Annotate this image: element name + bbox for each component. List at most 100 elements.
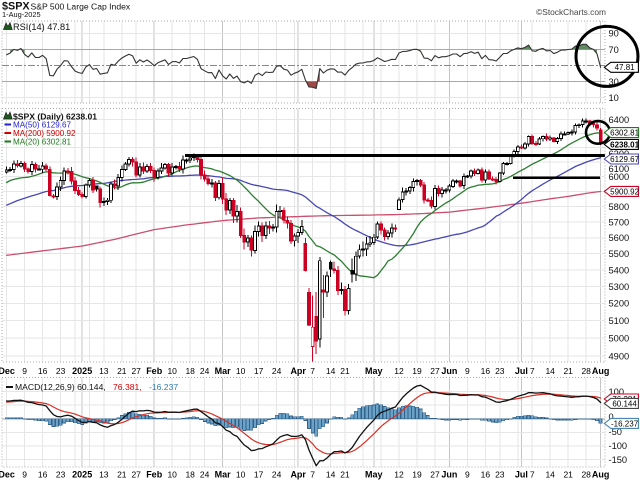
svg-text:13: 13	[99, 470, 109, 480]
svg-text:27: 27	[131, 366, 141, 376]
svg-text:16: 16	[38, 366, 48, 376]
svg-text:May: May	[365, 470, 383, 480]
svg-text:-150: -150	[609, 455, 628, 465]
svg-text:90: 90	[609, 29, 619, 39]
svg-text:60.144: 60.144	[612, 399, 637, 408]
svg-text:-100: -100	[609, 441, 628, 451]
svg-text:5300: 5300	[609, 282, 630, 292]
svg-text:9: 9	[22, 470, 27, 480]
svg-text:2025: 2025	[72, 470, 92, 480]
svg-text:23: 23	[495, 366, 505, 376]
svg-text:14: 14	[545, 470, 555, 480]
svg-text:13: 13	[99, 366, 109, 376]
svg-text:70: 70	[609, 45, 619, 55]
svg-text:21: 21	[117, 366, 127, 376]
svg-text:10: 10	[609, 93, 619, 103]
svg-text:-16.237: -16.237	[149, 382, 178, 392]
svg-text:47.81: 47.81	[615, 63, 636, 72]
svg-text:23: 23	[56, 366, 66, 376]
svg-text:Mar: Mar	[215, 470, 232, 480]
svg-text:21: 21	[563, 366, 573, 376]
svg-text:12: 12	[394, 366, 404, 376]
svg-text:Feb: Feb	[146, 470, 163, 480]
svg-text:18: 18	[185, 366, 195, 376]
svg-text:$SPX (Daily) 6238.01: $SPX (Daily) 6238.01	[13, 112, 97, 122]
svg-text:24: 24	[272, 470, 282, 480]
svg-text:6302.81: 6302.81	[610, 129, 639, 138]
svg-text:21: 21	[117, 470, 127, 480]
svg-text:5000: 5000	[609, 333, 630, 343]
svg-text:30: 30	[609, 77, 619, 87]
svg-text:RSI(14) 47.81: RSI(14) 47.81	[13, 22, 70, 32]
svg-text:24: 24	[272, 366, 282, 376]
svg-text:Apr: Apr	[290, 366, 306, 376]
svg-text:24: 24	[200, 470, 210, 480]
svg-text:28: 28	[581, 366, 591, 376]
svg-text:-16.237: -16.237	[611, 419, 639, 428]
svg-text:Jun: Jun	[441, 366, 457, 376]
svg-text:16: 16	[481, 366, 491, 376]
svg-text:100: 100	[609, 387, 625, 397]
svg-text:MA(50) 6129.67: MA(50) 6129.67	[13, 121, 72, 130]
svg-text:MACD(12,26,9) 60.144,: MACD(12,26,9) 60.144,	[15, 382, 106, 392]
svg-text:19: 19	[412, 470, 422, 480]
svg-text:Aug: Aug	[592, 470, 610, 480]
svg-text:Dec: Dec	[0, 366, 15, 376]
svg-text:6000: 6000	[609, 172, 630, 182]
svg-text:Jun: Jun	[441, 470, 457, 480]
svg-text:Dec: Dec	[0, 470, 15, 480]
svg-text:5600: 5600	[609, 233, 630, 243]
svg-text:Jul: Jul	[515, 470, 528, 480]
svg-text:5400: 5400	[609, 265, 630, 275]
svg-text:Feb: Feb	[146, 366, 163, 376]
svg-text:17: 17	[254, 470, 264, 480]
svg-text:7: 7	[310, 366, 315, 376]
svg-text:Mar: Mar	[215, 366, 232, 376]
svg-text:76.381,: 76.381,	[113, 382, 142, 392]
svg-text:5100: 5100	[609, 316, 630, 326]
svg-text:10: 10	[167, 366, 177, 376]
svg-text:7: 7	[530, 366, 535, 376]
svg-text:17: 17	[254, 366, 264, 376]
svg-text:24: 24	[200, 366, 210, 376]
svg-text:7: 7	[310, 470, 315, 480]
svg-text:$SPX: $SPX	[2, 1, 30, 13]
svg-text:10: 10	[236, 366, 246, 376]
svg-text:28: 28	[581, 470, 591, 480]
svg-text:May: May	[365, 366, 383, 376]
svg-text:S&P 500 Large Cap Index: S&P 500 Large Cap Index	[31, 2, 131, 12]
svg-text:MA(200) 5900.92: MA(200) 5900.92	[13, 129, 76, 138]
svg-text:16: 16	[481, 470, 491, 480]
svg-text:16: 16	[38, 470, 48, 480]
svg-text:6238.01: 6238.01	[610, 140, 639, 149]
svg-text:14: 14	[326, 470, 336, 480]
svg-text:Apr: Apr	[290, 470, 306, 480]
svg-text:MA(20) 6302.81: MA(20) 6302.81	[13, 138, 72, 147]
svg-text:27: 27	[131, 470, 141, 480]
svg-text:19: 19	[412, 366, 422, 376]
svg-text:21: 21	[340, 470, 350, 480]
svg-text:2025: 2025	[72, 366, 92, 376]
svg-text:7: 7	[530, 470, 535, 480]
svg-text:0: 0	[609, 412, 614, 422]
svg-text:Jul: Jul	[515, 366, 528, 376]
svg-text:27: 27	[430, 366, 440, 376]
svg-text:10: 10	[236, 470, 246, 480]
svg-text:9: 9	[465, 470, 470, 480]
svg-text:21: 21	[340, 366, 350, 376]
svg-text:23: 23	[495, 470, 505, 480]
svg-text:4900: 4900	[609, 351, 630, 361]
svg-text:9: 9	[465, 366, 470, 376]
svg-text:12: 12	[394, 470, 404, 480]
svg-text:5800: 5800	[609, 202, 630, 212]
svg-text:14: 14	[326, 366, 336, 376]
svg-text:6129.67: 6129.67	[610, 155, 639, 164]
svg-text:1-Aug-2025: 1-Aug-2025	[2, 10, 41, 19]
svg-text:5900.92: 5900.92	[610, 187, 639, 196]
svg-text:©StockCharts.com: ©StockCharts.com	[536, 7, 606, 17]
svg-text:6100: 6100	[609, 164, 630, 174]
svg-text:5500: 5500	[609, 249, 630, 259]
svg-text:9: 9	[22, 366, 27, 376]
svg-text:10: 10	[167, 470, 177, 480]
svg-text:18: 18	[185, 470, 195, 480]
